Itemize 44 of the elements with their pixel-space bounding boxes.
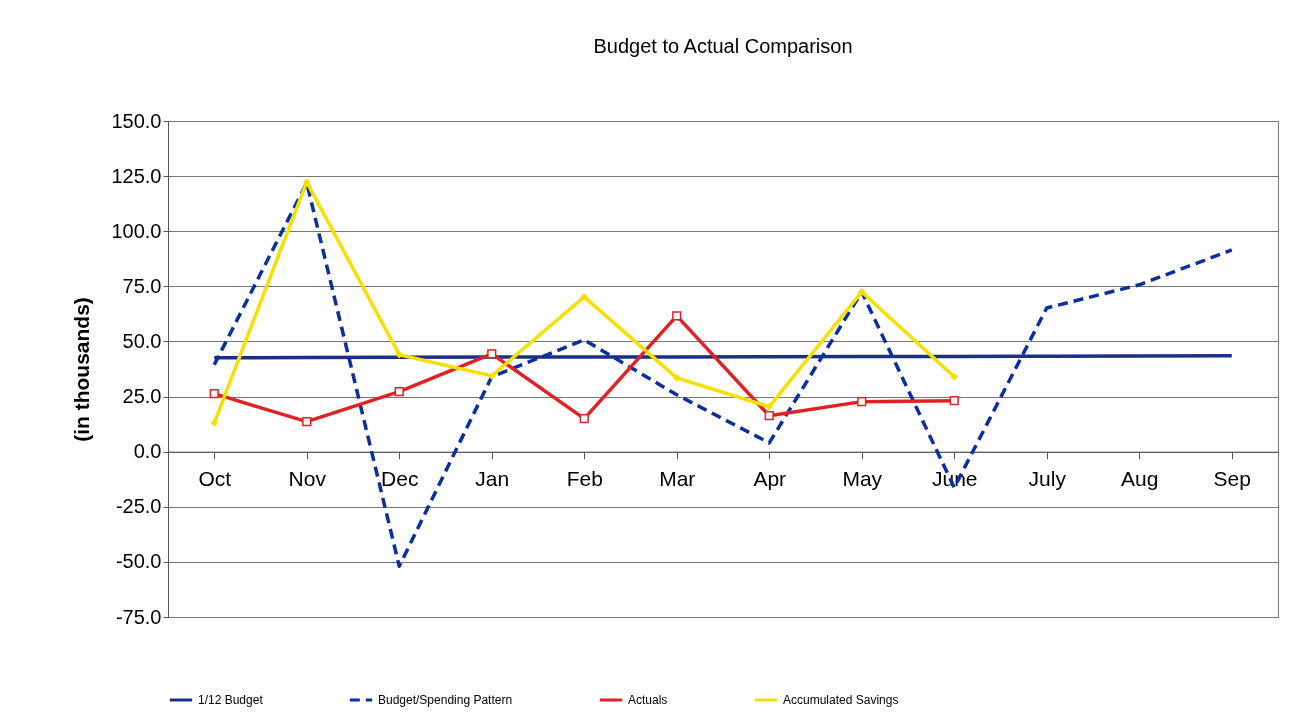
chart-title: Budget to Actual Comparison <box>593 35 853 57</box>
point <box>210 418 219 427</box>
x-tick-label: July <box>1028 467 1067 491</box>
point <box>765 402 774 411</box>
x-tick-label: Feb <box>566 467 603 491</box>
x-tick-label: Mar <box>659 467 696 491</box>
point <box>672 311 682 321</box>
point <box>487 349 497 359</box>
point <box>949 396 959 406</box>
x-tick-label: Nov <box>288 467 327 491</box>
x-tick-label: Apr <box>753 467 787 491</box>
x-tick-label: May <box>842 467 883 491</box>
y-tick-label: 50.0 <box>122 329 162 352</box>
point <box>764 411 774 421</box>
y-tick-label: 0.0 <box>133 440 162 463</box>
legend-label: Accumulated Savings <box>783 693 899 707</box>
point <box>209 389 219 399</box>
point <box>950 372 959 381</box>
y-tick-label: 125.0 <box>111 164 162 187</box>
legend-label: 1/12 Budget <box>198 693 264 707</box>
y-axis-title: (in thousands) <box>70 297 94 442</box>
y-tick-label: 100.0 <box>111 219 162 242</box>
x-tick-label: Oct <box>198 467 232 491</box>
point <box>857 397 867 407</box>
point <box>672 373 681 382</box>
y-tick-label: -25.0 <box>115 495 162 518</box>
y-tick-label: -50.0 <box>115 550 162 573</box>
y-tick-label: 150.0 <box>111 109 162 132</box>
point <box>579 413 589 424</box>
x-tick-label: Sep <box>1213 467 1251 491</box>
point <box>302 417 312 427</box>
legend-label: Actuals <box>628 693 668 707</box>
y-tick-label: -75.0 <box>115 605 162 628</box>
x-tick-label: Jan <box>475 467 510 491</box>
legend-label: Budget/Spending Pattern <box>378 693 513 707</box>
x-tick-label: Dec <box>381 467 419 491</box>
point <box>394 387 404 397</box>
point <box>580 293 589 301</box>
y-tick-label: 75.0 <box>122 274 162 297</box>
x-tick-label: Aug <box>1121 467 1159 491</box>
point <box>857 287 866 296</box>
point <box>487 371 496 380</box>
y-tick-label: 25.0 <box>122 385 162 408</box>
point <box>395 350 404 359</box>
